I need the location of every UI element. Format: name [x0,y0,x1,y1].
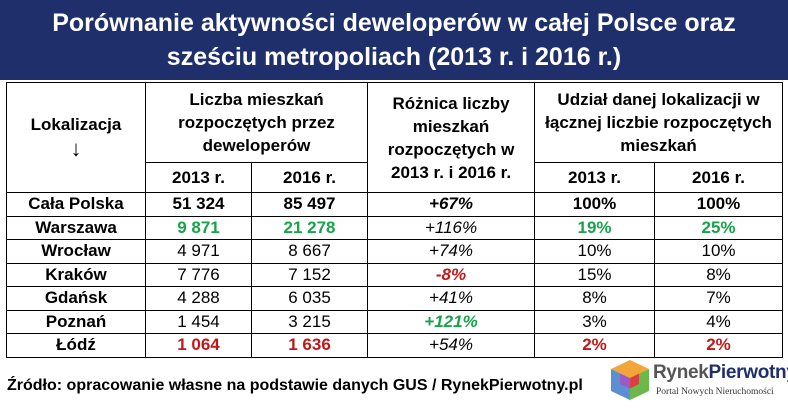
cell-location: Poznań [6,309,146,334]
cell-2013: 51 324 [145,192,252,217]
header-year-2016: 2016 r. [250,162,369,193]
table-row: Łódź 1 064 1 636 +54% 2% 2% [6,333,784,358]
page-title: Porównanie aktywności deweloperów w całe… [0,0,788,80]
cell-location: Cała Polska [6,192,146,217]
cell-share-2016: 2% [654,333,784,358]
table-row: Poznań 1 454 3 215 +121% 3% 4% [6,309,784,334]
header-year-2013: 2013 r. [145,162,252,193]
table-row: Cała Polska 51 324 85 497 +67% 100% 100% [6,192,784,217]
logo-name: RynekPierwotny [653,362,788,383]
cell-diff: +116% [367,215,536,240]
logo-tagline: Portal Nowych Nieruchomości [656,387,774,397]
cell-share-2013: 100% [534,192,656,217]
header-location: Lokalizacja ↓ [6,82,146,193]
table-row: Kraków 7 776 7 152 -8% 15% 8% [6,262,784,287]
cell-share-2013: 19% [534,215,656,240]
cell-diff: +67% [367,192,536,217]
cell-share-2016: 8% [654,262,784,287]
cell-share-2016: 100% [654,192,784,217]
cell-2013: 1 454 [145,309,252,334]
title-line-2: sześciu metropoliach (2013 r. i 2016 r.) [166,43,622,71]
cell-share-2013: 3% [534,309,656,334]
arrow-down-icon: ↓ [70,136,82,161]
cell-share-2016: 7% [654,286,784,311]
cell-2016: 1 636 [250,333,369,358]
header-started: Liczba mieszkań rozpoczętych przez dewel… [144,82,369,163]
cell-share-2016: 10% [654,239,784,264]
header-share: Udział danej lokalizacji w łącznej liczb… [534,82,784,163]
cell-2016: 3 215 [250,309,369,334]
cell-location: Łódź [6,333,146,358]
header-share-year-2016: 2016 r. [654,162,784,193]
cell-diff: +74% [367,239,536,264]
cell-location: Warszawa [6,215,146,240]
cell-location: Wrocław [6,239,146,264]
cell-diff: +121% [367,309,536,334]
cell-2013: 4 288 [145,286,252,311]
cell-share-2016: 4% [654,309,784,334]
cell-2013: 1 064 [145,333,252,358]
cell-2013: 4 971 [145,239,252,264]
cell-2013: 7 776 [145,262,252,287]
table-row: Wrocław 4 971 8 667 +74% 10% 10% [6,239,784,264]
header-difference: Różnica liczby mieszkań rozpoczętych w 2… [367,82,536,193]
cell-2016: 85 497 [250,192,369,217]
cell-location: Kraków [6,262,146,287]
cell-diff: -8% [367,262,536,287]
table-row: Gdańsk 4 288 6 035 +41% 8% 7% [6,286,784,311]
table-row: Warszawa 9 871 21 278 +116% 19% 25% [6,215,784,240]
source-footnote: Źródło: opracowanie własne na podstawie … [7,377,583,394]
cell-diff: +41% [367,286,536,311]
cell-share-2013: 10% [534,239,656,264]
cell-share-2013: 15% [534,262,656,287]
title-line-1: Porównanie aktywności deweloperów w całe… [52,9,736,37]
comparison-table: Lokalizacja ↓ Liczba mieszkań rozpoczęty… [6,82,784,358]
header-share-year-2013: 2013 r. [534,162,656,193]
cell-diff: +54% [367,333,536,358]
cell-2016: 7 152 [250,262,369,287]
cell-location: Gdańsk [6,286,146,311]
rynekpierwotny-cube-logo-icon [611,360,649,400]
rynekpierwotny-logo: RynekPierwotny Portal Nowych Nieruchomoś… [609,354,788,406]
cell-share-2013: 8% [534,286,656,311]
cell-2016: 21 278 [250,215,369,240]
cell-share-2016: 25% [654,215,784,240]
cell-2013: 9 871 [145,215,252,240]
cell-2016: 8 667 [250,239,369,264]
cell-2016: 6 035 [250,286,369,311]
